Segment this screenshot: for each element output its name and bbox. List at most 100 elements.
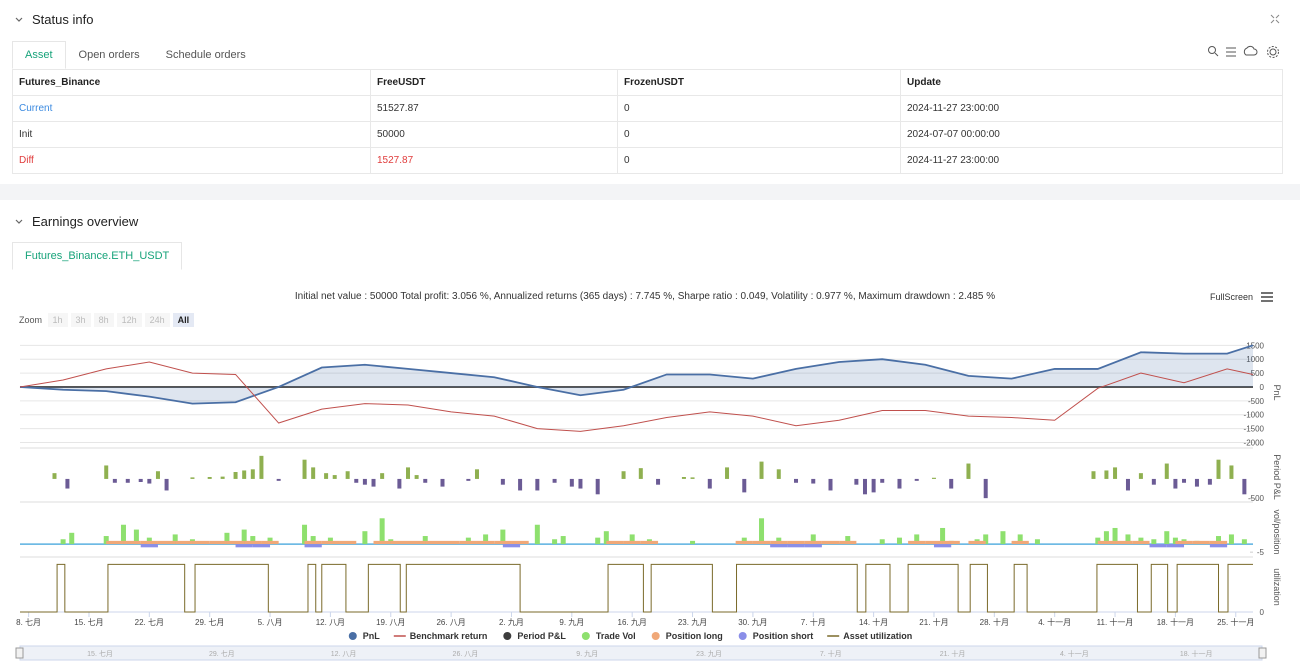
zoom-button[interactable]: 1h — [47, 313, 68, 327]
legend-symbol — [651, 632, 660, 640]
bar — [440, 478, 445, 487]
bar — [534, 524, 540, 545]
position-bar — [252, 544, 271, 548]
legend-item[interactable]: Benchmark return — [393, 631, 488, 641]
zoom-button[interactable]: 24h — [144, 313, 170, 327]
navigator-label: 15. 七月 — [87, 649, 113, 658]
position-bar — [192, 540, 210, 545]
bar — [354, 478, 359, 483]
position-bar — [1115, 540, 1133, 545]
bar — [862, 478, 867, 495]
legend-item[interactable]: Asset utilization — [827, 631, 912, 641]
zoom-button[interactable]: All — [172, 313, 195, 327]
legend-item[interactable]: Position long — [651, 631, 723, 641]
x-tick-label: 21. 十月 — [919, 617, 948, 627]
bar — [60, 539, 66, 545]
bar — [595, 537, 601, 545]
tab[interactable]: Futures_Binance.ETH_USDT — [12, 242, 183, 270]
legend-label: Period P&L — [517, 631, 566, 641]
position-bar — [1011, 540, 1029, 545]
status-header[interactable]: Status info — [14, 12, 93, 27]
x-tick-label: 22. 七月 — [135, 618, 164, 627]
position-bar — [123, 540, 141, 545]
legend-item[interactable]: Trade Vol — [581, 631, 636, 641]
navigator-label: 29. 七月 — [209, 649, 235, 658]
navigator-label: 4. 十一月 — [1060, 649, 1089, 658]
zoom-button[interactable]: 8h — [93, 313, 114, 327]
axis-title: utilization — [1272, 568, 1282, 606]
y-tick-label: -2000 — [1244, 438, 1265, 447]
zoom-button[interactable]: 12h — [116, 313, 142, 327]
bar — [854, 478, 859, 485]
bar — [1151, 539, 1157, 545]
bar — [52, 473, 57, 479]
fullscreen-button[interactable]: FullScreen — [1210, 292, 1274, 302]
table-cell: Current — [12, 95, 371, 122]
bar — [1151, 478, 1156, 485]
series-line — [19, 361, 1254, 432]
tab[interactable]: Open orders — [78, 49, 140, 61]
position-bar — [752, 540, 771, 545]
position-bar — [209, 540, 227, 545]
earnings-header[interactable]: Earnings overview — [14, 214, 138, 229]
x-tick-label: 18. 十一月 — [1157, 617, 1194, 627]
bar — [324, 473, 329, 479]
tab[interactable]: Schedule orders — [165, 49, 246, 61]
bar — [241, 529, 247, 545]
legend-label: Position short — [753, 631, 814, 641]
summary: Initial net value : 50000 Total profit: … — [294, 291, 996, 302]
position-bar — [1209, 540, 1228, 545]
bar — [983, 478, 988, 499]
bar — [302, 524, 308, 545]
table-cell: 2024-11-27 23:00:00 — [900, 95, 1283, 122]
chevron-icon — [15, 17, 23, 22]
bar — [518, 478, 523, 491]
tab[interactable]: Asset — [12, 41, 66, 69]
navigator-handle[interactable] — [15, 647, 24, 659]
x-tick-label: 8. 七月 — [16, 618, 41, 627]
bar — [759, 461, 764, 479]
pnl-area — [20, 345, 1253, 404]
x-tick-label: 15. 七月 — [74, 618, 103, 627]
bar — [103, 536, 109, 545]
bar — [940, 527, 946, 545]
table-cell: Diff — [12, 147, 371, 174]
bar — [742, 478, 747, 493]
table-row: Current 51527.87 0 2024-11-27 23:00:00 — [12, 95, 1283, 122]
section-divider — [0, 184, 1300, 200]
navigator-handle[interactable] — [1258, 647, 1267, 659]
bar — [1000, 531, 1006, 545]
zoom-button[interactable]: 3h — [70, 313, 91, 327]
collapse-icon[interactable] — [1268, 12, 1282, 26]
navigator-label: 7. 十月 — [820, 649, 842, 658]
position-bar — [1209, 544, 1228, 548]
legend-item[interactable]: PnL — [348, 631, 381, 641]
axis-title: vol/position — [1272, 509, 1282, 554]
position-bar — [244, 540, 262, 545]
bar — [871, 478, 876, 493]
bar — [1138, 473, 1143, 479]
legend-symbol — [738, 632, 747, 640]
bar — [725, 467, 730, 479]
bar — [422, 536, 428, 545]
bar — [578, 478, 583, 489]
bar — [845, 536, 851, 545]
legend-item[interactable]: Period P&L — [503, 631, 566, 641]
bar — [1194, 478, 1199, 487]
bar — [896, 537, 902, 545]
legend-label: PnL — [363, 631, 381, 641]
x-tick-label: 23. 九月 — [678, 618, 707, 627]
position-bar — [770, 544, 788, 548]
table-cell: 51527.87 — [370, 95, 618, 122]
legend-item[interactable]: Position short — [738, 631, 814, 641]
status-table: Futures_Binance FreeUSDT FrozenUSDT Update C… — [12, 69, 1283, 174]
column-header: Futures_Binance — [12, 69, 371, 96]
bar — [638, 468, 643, 479]
position-bar — [925, 540, 943, 545]
toolbar-icons[interactable] — [1206, 44, 1282, 60]
bar — [1104, 470, 1109, 479]
bar — [133, 529, 139, 545]
bar — [276, 478, 281, 481]
